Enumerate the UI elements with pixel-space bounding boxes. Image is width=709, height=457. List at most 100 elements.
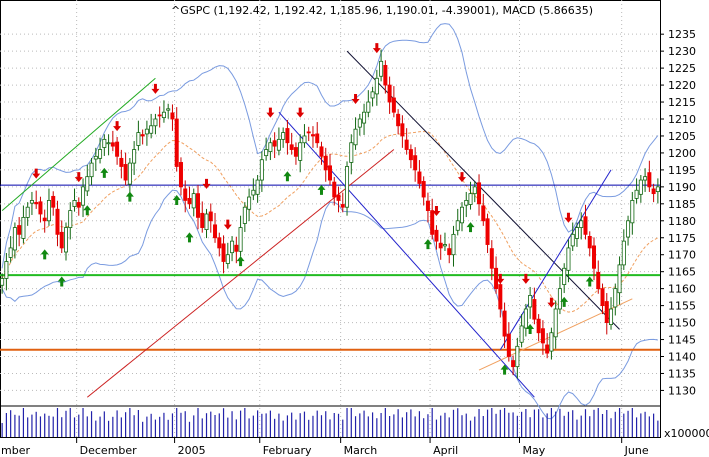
candle-body [285, 128, 290, 144]
buy-signal-arrow [236, 256, 245, 267]
candle-body [600, 288, 605, 307]
grid [0, 0, 661, 438]
candle-body [574, 227, 579, 239]
candle-body [4, 261, 9, 279]
candle-body [647, 172, 652, 188]
sell-signal-arrow [521, 273, 530, 284]
buy-signal-arrow [40, 249, 49, 260]
candle-body [191, 193, 196, 209]
candle-body [481, 205, 486, 222]
candle-body [174, 118, 179, 167]
candle-body [17, 225, 22, 235]
candle-body [327, 165, 332, 181]
candle-body [323, 155, 328, 171]
candle-body [353, 128, 358, 146]
y-tick-label: 1190 [668, 181, 696, 194]
candle-body [613, 288, 618, 308]
candle-body [519, 325, 524, 343]
y-tick-label: 1135 [668, 367, 696, 380]
sell-signal-arrow [113, 121, 122, 132]
candle-body [345, 166, 350, 208]
candle-body [336, 194, 341, 201]
candle-body [136, 132, 141, 146]
candle-body [149, 125, 154, 134]
candle-body [523, 308, 528, 329]
candle-body [25, 206, 30, 218]
candle-body [170, 112, 175, 120]
candle-body [583, 216, 588, 235]
candle-body [434, 229, 439, 242]
candle-body [638, 179, 643, 195]
candle-body [468, 193, 473, 205]
candle-body [51, 195, 56, 208]
candle-body [553, 308, 558, 338]
y-tick-label: 1155 [668, 300, 696, 313]
trendline [86, 149, 395, 398]
candle-body [225, 254, 230, 264]
candle-body [272, 140, 277, 147]
y-tick-label: 1205 [668, 130, 696, 143]
candle-body [302, 135, 307, 144]
sell-signal-arrow [564, 212, 573, 223]
x-tick-label: February [263, 444, 312, 457]
candle-body [374, 77, 379, 95]
candle-body [609, 308, 614, 326]
candle-body [115, 141, 120, 157]
buy-signal-arrow [423, 239, 432, 250]
candle-body [506, 333, 511, 357]
candle-body [281, 132, 286, 140]
y-tick-label: 1195 [668, 164, 696, 177]
candle-body [42, 217, 47, 222]
buy-signal-arrow [125, 191, 134, 202]
candle-body [383, 64, 388, 86]
candle-body [110, 142, 115, 147]
y-tick-label: 1220 [668, 79, 696, 92]
x-tick-label: April [433, 444, 458, 457]
candle-body [511, 360, 516, 368]
candle-body [315, 133, 320, 144]
candle-body [643, 176, 648, 181]
candle-body [425, 200, 430, 212]
chart-title: ^GSPC (1,192.42, 1,192.42, 1,185.96, 1,1… [171, 4, 593, 17]
y-tick-label: 1150 [668, 317, 696, 330]
candle-body [157, 114, 162, 117]
candle-body [332, 181, 337, 198]
price-plot [0, 23, 660, 420]
sell-signal-arrow [547, 297, 556, 308]
candle-body [357, 118, 362, 128]
candle-body [413, 155, 418, 171]
candle-body [234, 244, 239, 252]
candle-body [187, 197, 192, 205]
candle-body [421, 181, 426, 198]
buy-signal-arrow [283, 171, 292, 182]
candle-body [144, 128, 149, 135]
buy-signal-arrow [317, 184, 326, 195]
volume-unit-label: x100000 [664, 427, 709, 440]
candle-body [217, 237, 222, 249]
trendline [1, 77, 156, 211]
y-tick-label: 1215 [668, 96, 696, 109]
y-tick-label: 1180 [668, 215, 696, 228]
candle-body [587, 235, 592, 249]
candle-body [459, 206, 464, 224]
candle-body [59, 231, 64, 249]
x-tick-label: 2005 [178, 444, 206, 457]
candle-body [391, 97, 396, 113]
candle-body [396, 113, 401, 127]
buy-signal-arrow [185, 232, 194, 243]
candle-body [562, 267, 567, 285]
candle-body [540, 328, 545, 344]
x-tick-label: mber [1, 444, 30, 457]
candle-body [528, 295, 533, 308]
candle-body [166, 108, 171, 111]
x-tick-label: June [624, 444, 649, 457]
candle-body [85, 176, 90, 192]
candle-body [630, 200, 635, 224]
candle-body [89, 162, 94, 178]
candle-body [447, 248, 452, 256]
sell-signal-arrow [496, 273, 505, 284]
buy-signal-arrow [83, 205, 92, 216]
candle-body [298, 142, 303, 161]
y-tick-label: 1130 [668, 384, 696, 397]
